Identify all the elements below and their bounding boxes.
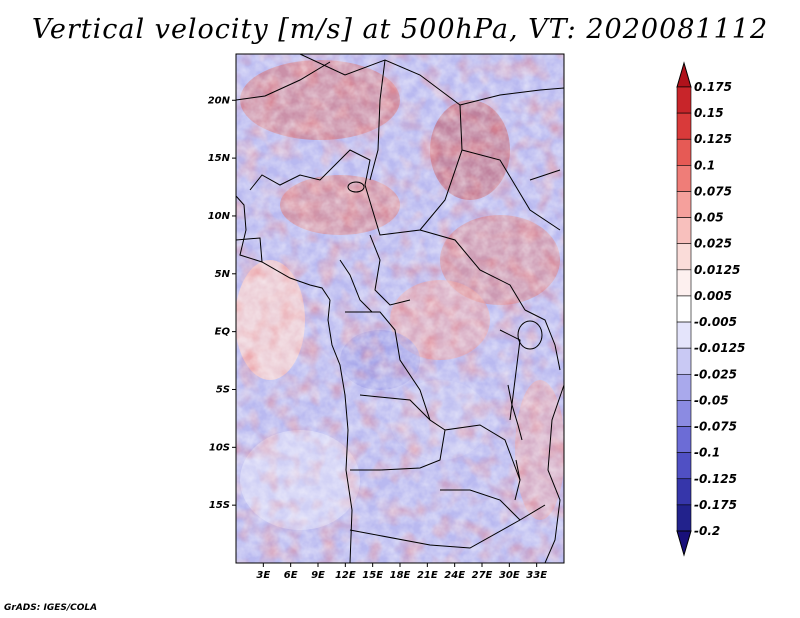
colorbar-label: 0.175 [694, 80, 732, 94]
colorbar-bottom-arrow [676, 530, 692, 557]
colorbar-segment [676, 426, 692, 453]
colorbar-label: -0.025 [694, 367, 737, 381]
colorbar-segment [676, 400, 692, 427]
lon-label: 24E [444, 570, 465, 581]
colorbar-segment [676, 295, 692, 323]
country-borders [236, 54, 564, 563]
colorbar-label: -0.005 [694, 315, 737, 329]
colorbar-label: -0.0125 [694, 341, 745, 355]
colorbar-segment [676, 347, 692, 375]
lon-label: 12E [335, 570, 356, 581]
colorbar-label: -0.05 [694, 393, 729, 407]
colorbar-label: -0.1 [694, 446, 720, 460]
lakes [347, 181, 543, 501]
colorbar-label: 0.15 [694, 106, 724, 120]
lon-label: 3E [256, 570, 270, 581]
lat-label: 15S [209, 500, 230, 511]
chart-title: Vertical velocity [m/s] at 500hPa, VT: 2… [31, 14, 769, 45]
colorbar: 0.175 0.15 0.125 0.1 0.075 0.05 0.025 0.0125 0.0… [676, 61, 745, 557]
colorbar-segment [676, 321, 692, 349]
lon-label: 9E [311, 570, 325, 581]
colorbar-label: 0.025 [694, 237, 732, 251]
lat-label: 5N [215, 269, 231, 280]
colorbar-label: 0.125 [694, 132, 732, 146]
lon-label: 21E [417, 570, 438, 581]
lon-label: 30E [499, 570, 520, 581]
credit-label: GrADS: IGES/COLA [4, 603, 98, 613]
colorbar-label: -0.075 [694, 420, 737, 434]
colorbar-segment [676, 452, 692, 480]
lon-label: 18E [390, 570, 411, 581]
lat-label: 10S [209, 442, 230, 453]
colorbar-label: -0.2 [694, 524, 720, 538]
colorbar-label: 0.05 [694, 211, 724, 225]
colorbar-segment [676, 138, 692, 166]
colorbar-segment [676, 217, 692, 245]
colorbar-segment [676, 269, 692, 297]
colorbar-segment [676, 86, 692, 114]
colorbar-segment [676, 504, 692, 532]
velocity-field [236, 54, 564, 563]
colorbar-segment [676, 373, 692, 401]
lat-label: 10N [208, 211, 231, 222]
colorbar-segment [676, 243, 692, 271]
lat-label: 15N [208, 153, 231, 164]
colorbar-label: -0.125 [694, 472, 737, 486]
lon-label: 27E [472, 570, 493, 581]
colorbar-label: 0.005 [694, 289, 732, 303]
colorbar-segment [676, 112, 692, 140]
latitude-axis: 20N 15N 10N 5N EQ 5S 10S 15S [208, 95, 236, 511]
colorbar-label: 0.1 [694, 158, 715, 172]
colorbar-top-arrow [676, 61, 692, 88]
lat-label: 5S [216, 384, 230, 395]
colorbar-label: -0.175 [694, 498, 737, 512]
colorbar-segment [676, 191, 692, 218]
lon-label: 6E [284, 570, 298, 581]
lon-label: 33E [526, 570, 547, 581]
colorbar-segment [676, 165, 692, 192]
lat-label: 20N [208, 95, 231, 106]
colorbar-label: 0.0125 [694, 263, 740, 277]
colorbar-label: 0.075 [694, 184, 732, 198]
colorbar-segment [676, 478, 692, 506]
lon-label: 15E [362, 570, 383, 581]
lat-label: EQ [215, 327, 231, 338]
longitude-axis: 3E 6E 9E 12E 15E 18E 21E 24E 27E 30E 33E [256, 563, 547, 581]
